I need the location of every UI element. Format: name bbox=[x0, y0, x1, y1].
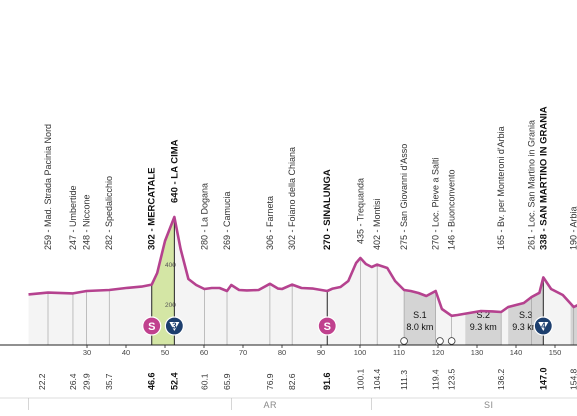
distance-tick-label: 50 bbox=[161, 348, 169, 357]
location-label: 165 - Bv. per Monteroni d'Arbia bbox=[496, 126, 506, 250]
location-label: 259 - Mad. Strada Pacinia Nord bbox=[43, 124, 53, 250]
gravel-sector-length: 8.0 km bbox=[406, 322, 433, 332]
elevation-profile-line bbox=[28, 215, 577, 318]
distance-tick-label: 40 bbox=[122, 348, 130, 357]
distance-value: 22.2 bbox=[37, 373, 47, 390]
distance-value: 65.9 bbox=[222, 373, 232, 390]
distance-value: 60.1 bbox=[199, 373, 209, 390]
distance-tick-label: 140 bbox=[510, 348, 523, 357]
kom-marker-triangle bbox=[169, 322, 180, 331]
location-label: 306 - Farneta bbox=[265, 196, 275, 250]
location-label: 275 - San Giovanni d'Asso bbox=[399, 144, 409, 250]
gravel-sector-area bbox=[404, 290, 436, 345]
location-label: 247 - Umbertide bbox=[68, 185, 78, 250]
kom-marker-number: 4 bbox=[541, 322, 546, 331]
distance-value: 136.2 bbox=[496, 368, 506, 390]
distance-value: 111.3 bbox=[399, 370, 409, 390]
gravel-sector-area bbox=[465, 311, 502, 345]
gravel-sector-name: S.1 bbox=[413, 310, 427, 320]
kom-marker-number: 3 bbox=[172, 322, 177, 331]
gravel-sector-length: 9.3 km bbox=[470, 322, 497, 332]
distance-tick-label: 110 bbox=[393, 348, 405, 357]
gravel-sector-length: 9.3 km bbox=[512, 322, 539, 332]
region-label: SI bbox=[484, 400, 494, 410]
distance-tick-label: 90 bbox=[317, 348, 325, 357]
location-label: 402 - Montisi bbox=[372, 198, 382, 250]
distance-value: 82.6 bbox=[287, 373, 297, 390]
feed-zone-icon bbox=[400, 337, 408, 345]
distance-value: 35.7 bbox=[104, 373, 114, 390]
kom-climb-area bbox=[151, 217, 175, 345]
distance-value: 91.6 bbox=[322, 372, 332, 390]
region-label: AR bbox=[264, 400, 278, 410]
kom-marker-triangle bbox=[538, 322, 549, 331]
distance-tick-label: 60 bbox=[200, 348, 208, 357]
location-label: 190 - Arbia bbox=[569, 206, 577, 250]
sprint-marker-letter: S bbox=[324, 321, 331, 333]
distance-axis-layer: 30 40 50 60 70 80 90 100 110 120 130 140 150 22.2 26.4… bbox=[0, 344, 577, 410]
gravel-sector-name: S.3 bbox=[519, 310, 533, 320]
location-label: 280 - La Dogana bbox=[199, 183, 209, 250]
location-label: 269 - Camucia bbox=[222, 191, 232, 250]
feed-zone-icon bbox=[436, 337, 444, 345]
location-label: 435 - Trequanda bbox=[355, 178, 365, 244]
distance-value: 76.9 bbox=[265, 373, 275, 390]
location-label: 261 - Loc. San Martino in Grania bbox=[527, 120, 537, 250]
altitude-tick-label: 400 bbox=[165, 262, 176, 269]
location-labels-layer: 259 - Mad. Strada Pacinia Nord 247 - Umbe… bbox=[43, 106, 577, 250]
sprint-marker-icon bbox=[317, 316, 337, 336]
location-label: 640 - LA CIMA bbox=[169, 139, 180, 203]
elevation-profile-layer bbox=[28, 215, 577, 318]
distance-value: 154.8 bbox=[569, 368, 577, 390]
location-label: 338 - SAN MARTINO IN GRANIA bbox=[538, 106, 549, 250]
distance-value: 26.4 bbox=[68, 373, 78, 390]
distance-tick-label: 130 bbox=[471, 348, 484, 357]
markers-layer: S 3 S 4 bbox=[142, 316, 553, 345]
distance-value: 52.4 bbox=[169, 372, 179, 390]
location-label: 146 - Buonconvento bbox=[447, 169, 457, 250]
location-label: 302 - Foiano della Chiana bbox=[287, 147, 297, 250]
distance-value: 104.4 bbox=[372, 368, 382, 390]
gravel-sector-name: S.2 bbox=[476, 310, 490, 320]
distance-value: 100.1 bbox=[355, 368, 365, 390]
distance-tick-label: 70 bbox=[239, 348, 247, 357]
sprint-marker-letter: S bbox=[148, 321, 155, 333]
distance-value: 119.4 bbox=[431, 369, 441, 390]
distance-value: 46.6 bbox=[147, 372, 157, 390]
location-label: 282 - Spedalicchio bbox=[104, 176, 114, 250]
sprint-marker-icon bbox=[142, 316, 162, 336]
location-label: 248 - Niccone bbox=[82, 194, 92, 250]
location-label: 302 - MERCATALE bbox=[147, 167, 158, 250]
location-label: 270 - Loc. Pieve a Salti bbox=[431, 157, 441, 250]
distance-tick-label: 100 bbox=[354, 348, 367, 357]
distance-value: 123.5 bbox=[447, 368, 457, 390]
distance-tick-label: 150 bbox=[549, 348, 562, 357]
feed-zone-icon bbox=[447, 337, 456, 345]
distance-value: 29.9 bbox=[82, 373, 92, 390]
distance-tick-label: 30 bbox=[83, 348, 91, 357]
location-label: 270 - SINALUNGA bbox=[322, 169, 333, 250]
distance-tick-label: 80 bbox=[278, 348, 286, 357]
altitude-tick-label: 200 bbox=[165, 302, 176, 309]
distance-value: 147.0 bbox=[538, 367, 548, 390]
distance-tick-label: 120 bbox=[432, 348, 445, 357]
